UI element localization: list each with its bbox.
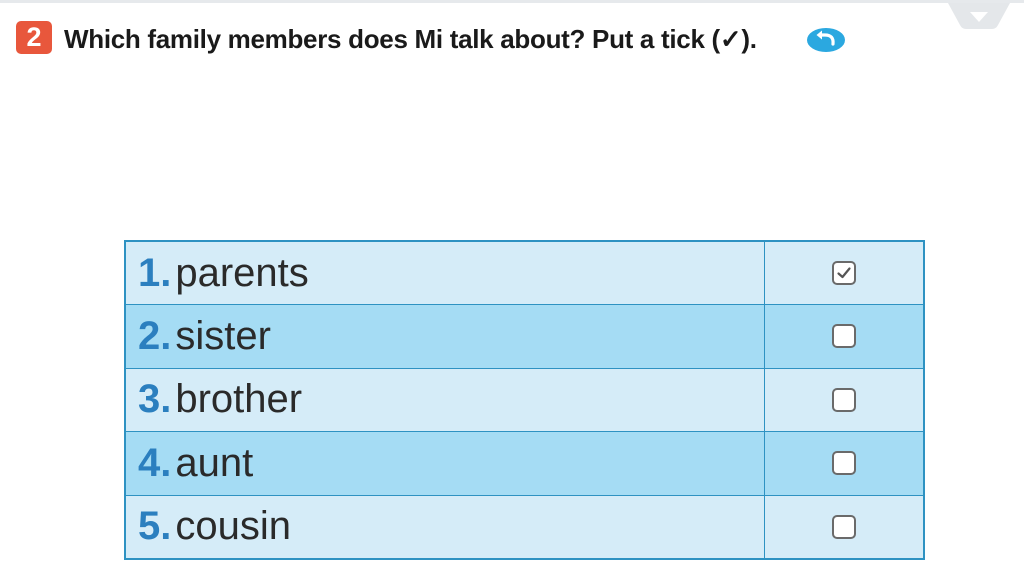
checkbox[interactable] xyxy=(831,387,856,412)
item-label: brother xyxy=(175,377,303,422)
tick-cell xyxy=(763,431,925,496)
item-label: parents xyxy=(175,250,309,295)
item-cell: 4. aunt xyxy=(124,431,765,496)
item-number: 4. xyxy=(138,440,172,485)
table-row: 2. sister xyxy=(124,304,925,369)
item-label: aunt xyxy=(175,440,254,485)
tick-cell xyxy=(763,240,925,305)
item-cell: 1. parents xyxy=(124,240,765,305)
checkbox[interactable] xyxy=(831,451,856,476)
tick-cell xyxy=(763,304,925,369)
exercise-number-badge: 2 xyxy=(16,21,52,54)
item-cell: 5. cousin xyxy=(124,494,765,559)
item-label: sister xyxy=(175,313,271,358)
audio-replay-icon[interactable] xyxy=(806,27,846,53)
top-divider xyxy=(0,0,1024,3)
tick-cell xyxy=(763,494,925,559)
item-cell: 2. sister xyxy=(124,304,765,369)
checkbox[interactable] xyxy=(831,324,856,349)
exercise-instruction: Which family members does Mi talk about?… xyxy=(64,24,757,54)
item-number: 3. xyxy=(138,377,172,422)
table-row: 1. parents xyxy=(124,240,925,305)
table-row: 4. aunt xyxy=(124,431,925,496)
checkbox[interactable] xyxy=(831,514,856,539)
tick-cell xyxy=(763,367,925,432)
page-tab-icon xyxy=(948,3,1010,29)
table-row: 5. cousin xyxy=(124,494,925,559)
item-number: 2. xyxy=(138,313,172,358)
item-label: cousin xyxy=(175,504,291,548)
item-number: 5. xyxy=(138,504,172,548)
item-cell: 3. brother xyxy=(124,367,765,432)
table-row: 3. brother xyxy=(124,367,925,432)
item-number: 1. xyxy=(138,250,172,295)
checkmark-icon xyxy=(837,267,851,279)
checkbox-checked[interactable] xyxy=(831,261,856,285)
answer-table: 1. parents 2. sister 3. brother 4. aunt 5. cousin xyxy=(124,240,925,560)
